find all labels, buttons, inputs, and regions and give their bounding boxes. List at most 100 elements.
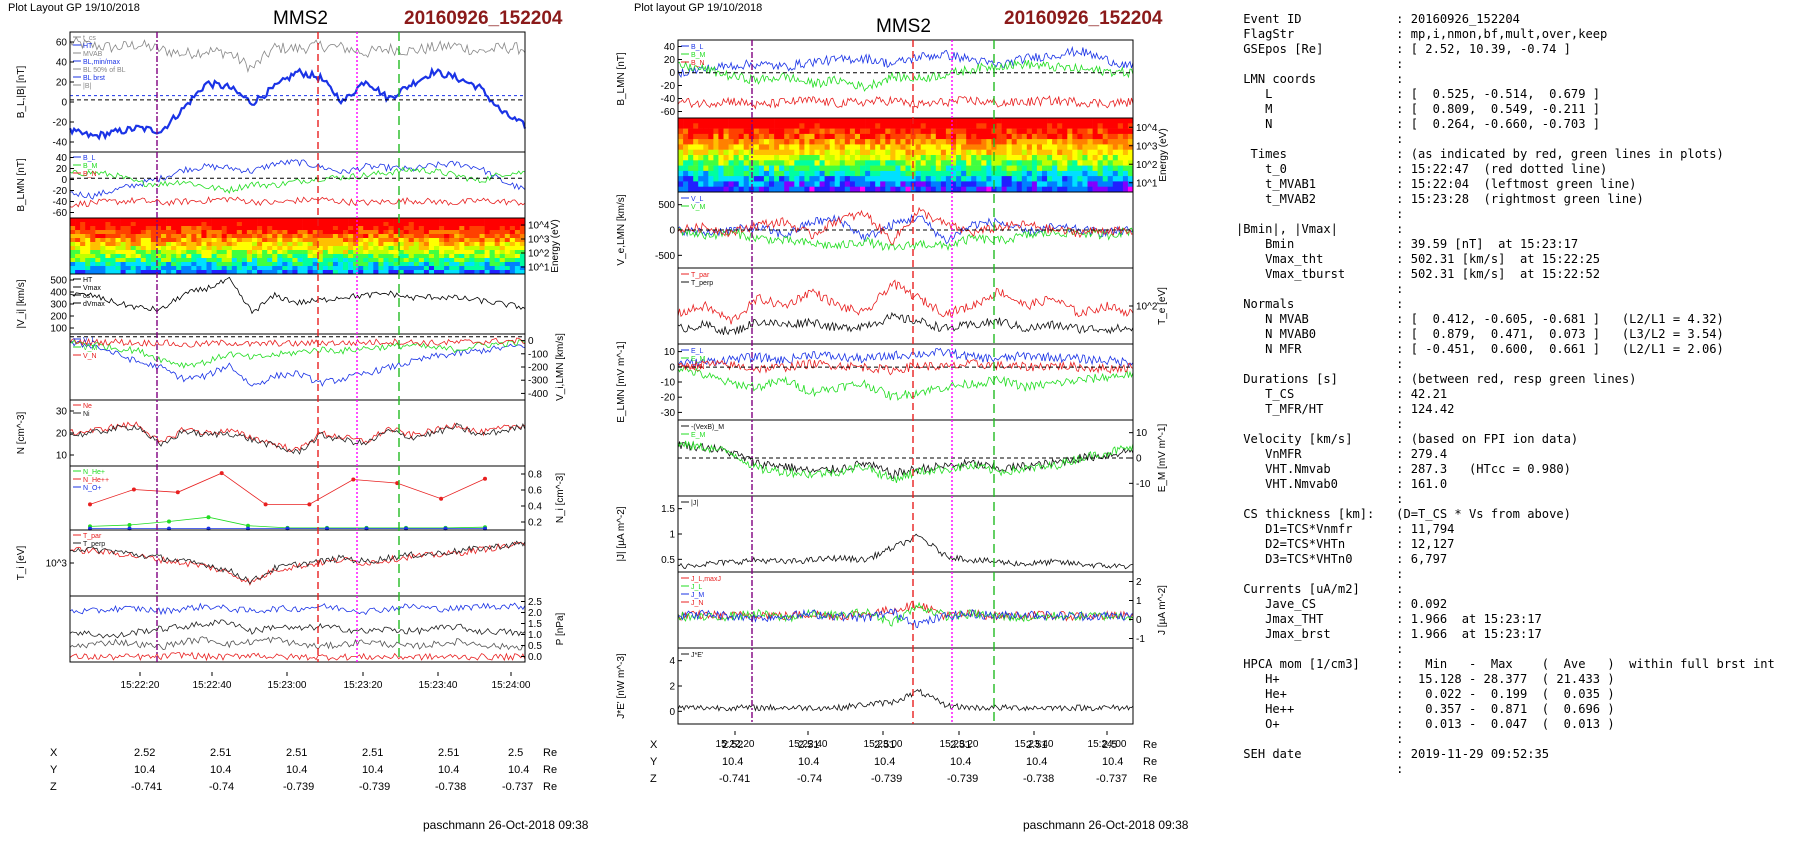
spectrogram-cell xyxy=(509,262,516,267)
spectrogram-cell xyxy=(236,254,243,259)
spectrogram-cell xyxy=(1077,144,1083,150)
spectrogram-cell xyxy=(434,238,440,243)
spectrogram-cell xyxy=(216,230,222,235)
spectrogram-cell xyxy=(718,123,724,129)
spectrogram-cell xyxy=(145,250,152,255)
spectrogram-cell xyxy=(718,160,724,166)
y-tick-label: -300 xyxy=(528,376,548,387)
spectrogram-cell xyxy=(930,181,937,187)
spectrogram-cell xyxy=(688,118,694,124)
spectrogram-cell xyxy=(1112,186,1119,193)
spectrogram-cell xyxy=(398,262,404,267)
spectrogram-cell xyxy=(819,133,825,140)
spectrogram-cell xyxy=(155,262,162,267)
spectrogram-cell xyxy=(1026,118,1033,124)
spectrogram-cell xyxy=(945,186,952,193)
spectrogram-cell xyxy=(327,250,334,255)
spectrogram-cell xyxy=(986,128,992,135)
spectrogram-cell xyxy=(70,258,76,263)
spectrogram-cell xyxy=(880,160,886,166)
spectrogram-cell xyxy=(1031,170,1038,177)
spectrogram-cell xyxy=(272,242,278,247)
spectrogram-cell xyxy=(1087,186,1093,193)
spectrogram-cell xyxy=(774,118,780,124)
spectrogram-cell xyxy=(728,165,734,172)
spectrogram-cell xyxy=(484,226,490,231)
spectrogram-cell xyxy=(703,186,709,193)
spectrogram-cell xyxy=(849,176,856,182)
spectrogram-cell xyxy=(1006,181,1012,187)
spectrogram-cell xyxy=(1011,133,1018,140)
spectrogram-cell xyxy=(353,254,359,259)
spectrogram-cell xyxy=(940,149,947,156)
spectrogram-cell xyxy=(956,155,962,161)
spectrogram-cell xyxy=(514,234,521,239)
spectrogram-cell xyxy=(393,262,399,267)
spectrogram-cell xyxy=(971,149,977,156)
spectrogram-cell xyxy=(277,250,283,255)
spectrogram-cell xyxy=(713,118,719,124)
spectrogram-cell xyxy=(774,176,780,182)
spectrogram-cell xyxy=(1102,123,1109,129)
spectrogram-cell xyxy=(322,230,329,235)
spectrogram-cell xyxy=(1127,133,1134,140)
spectrogram-cell xyxy=(956,181,962,187)
spectrogram-cell xyxy=(693,123,699,129)
spectrogram-cell xyxy=(930,128,937,135)
spectrogram-cell xyxy=(854,133,861,140)
spectrogram-cell xyxy=(297,270,303,275)
spectrogram-cell xyxy=(252,226,258,231)
spectrogram-cell xyxy=(100,254,106,259)
spectrogram-cell xyxy=(839,139,846,145)
spectrogram-cell xyxy=(743,123,750,129)
spectrogram-cell xyxy=(115,258,121,263)
spectrogram-cell xyxy=(1026,170,1033,177)
spectrogram-cell xyxy=(814,123,820,129)
spectrogram-cell xyxy=(794,133,800,140)
y-tick-label: 0 xyxy=(669,707,675,718)
legend-entry: |B| xyxy=(83,83,91,90)
spectrogram-cell xyxy=(1102,155,1109,161)
spectrogram-cell xyxy=(85,246,91,251)
spectrogram-cell xyxy=(353,258,359,263)
spectrogram-cell xyxy=(201,250,207,255)
spectrogram-cell xyxy=(930,155,937,161)
spectrogram-cell xyxy=(1077,165,1083,172)
spectrogram-cell xyxy=(479,250,485,255)
spectrogram-cell xyxy=(849,149,856,156)
spectrogram-cell xyxy=(753,149,760,156)
y-tick-label: -40 xyxy=(661,94,676,105)
spectrogram-cell xyxy=(307,266,313,271)
spectrogram-cell xyxy=(484,234,490,239)
spectrogram-cell xyxy=(920,133,927,140)
spectrogram-cell xyxy=(854,128,861,135)
spectrogram-cell xyxy=(708,186,714,193)
spectrogram-cell xyxy=(718,165,724,172)
spectrogram-cell xyxy=(951,170,957,177)
spectrogram-cell xyxy=(1122,181,1129,187)
spectrogram-cell xyxy=(1097,176,1103,182)
spectrogram-cell xyxy=(1042,139,1048,145)
spectrogram-cell xyxy=(829,155,836,161)
spectrogram-cell xyxy=(161,238,167,243)
spectrogram-cell xyxy=(428,246,435,251)
spectrogram-cell xyxy=(885,149,891,156)
spectrogram-cell xyxy=(905,155,911,161)
spectrogram-cell xyxy=(951,123,957,129)
spectrogram-cell xyxy=(267,234,273,239)
info-line: T_CS : 42.21 xyxy=(1236,387,1448,401)
spectrogram-cell xyxy=(499,270,506,275)
spectrogram-cell xyxy=(459,218,465,223)
legend-entry: Ni xyxy=(83,411,90,418)
spectrogram-cell xyxy=(758,181,765,187)
data-line--vi- xyxy=(69,276,526,315)
spectrogram-cell xyxy=(474,222,480,227)
spectrogram-cell xyxy=(961,144,967,150)
spectrogram-cell xyxy=(809,128,815,135)
spectrogram-cell xyxy=(799,155,805,161)
spectrogram-cell xyxy=(130,242,137,247)
spectrogram-cell xyxy=(75,262,81,267)
spectrogram-cell xyxy=(423,238,430,243)
spectrogram-cell xyxy=(489,246,495,251)
